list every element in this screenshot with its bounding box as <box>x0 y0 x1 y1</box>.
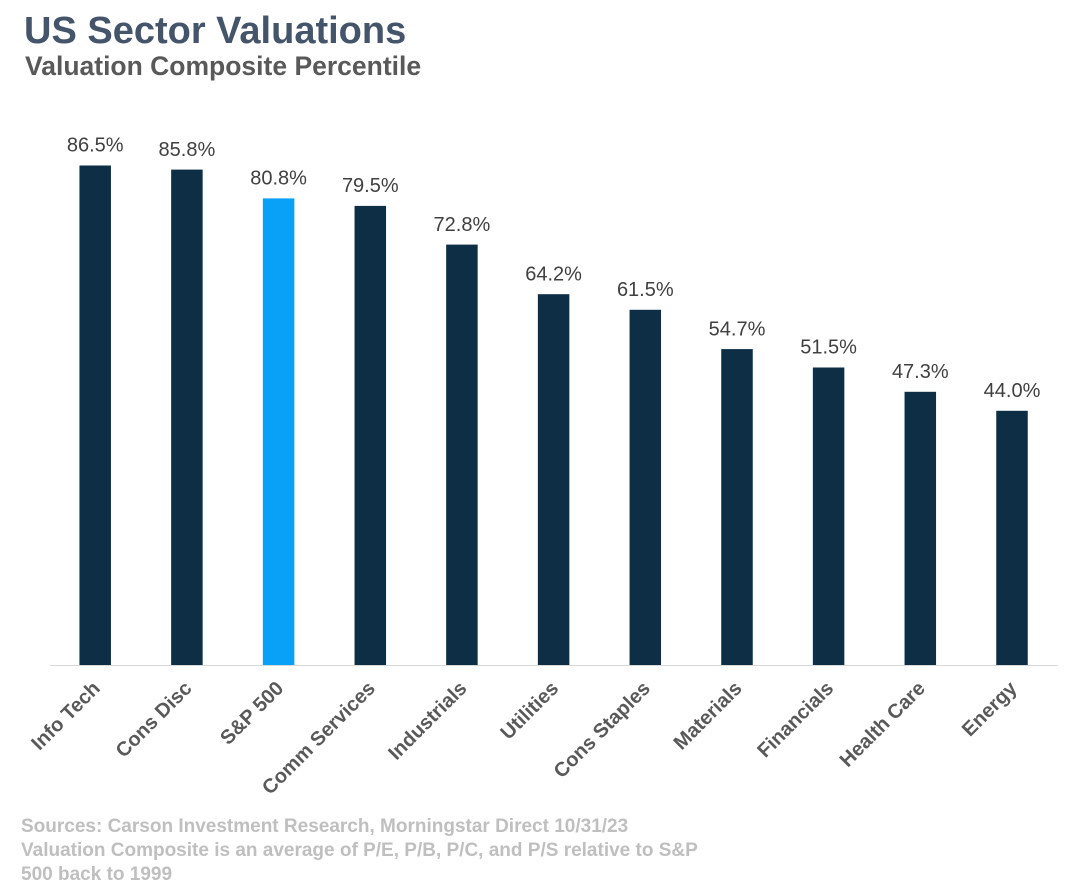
svg-text:47.3%: 47.3% <box>892 361 949 383</box>
svg-text:Sources: Carson Investment Res: Sources: Carson Investment Research, Mor… <box>21 816 628 837</box>
svg-text:500 back to 1999: 500 back to 1999 <box>21 864 172 885</box>
svg-text:Valuation Composite is an aver: Valuation Composite is an average of P/E… <box>21 840 698 861</box>
svg-text:80.8%: 80.8% <box>250 168 307 190</box>
svg-text:44.0%: 44.0% <box>984 380 1041 402</box>
svg-text:79.5%: 79.5% <box>342 175 399 197</box>
svg-text:64.2%: 64.2% <box>525 263 582 285</box>
svg-text:US Sector Valuations: US Sector Valuations <box>24 10 406 52</box>
svg-text:86.5%: 86.5% <box>67 135 124 157</box>
svg-text:85.8%: 85.8% <box>159 139 216 161</box>
svg-text:Valuation Composite Percentile: Valuation Composite Percentile <box>25 51 421 81</box>
svg-text:51.5%: 51.5% <box>800 337 857 359</box>
svg-text:61.5%: 61.5% <box>617 279 674 301</box>
svg-text:54.7%: 54.7% <box>709 318 766 340</box>
svg-text:72.8%: 72.8% <box>434 214 491 236</box>
